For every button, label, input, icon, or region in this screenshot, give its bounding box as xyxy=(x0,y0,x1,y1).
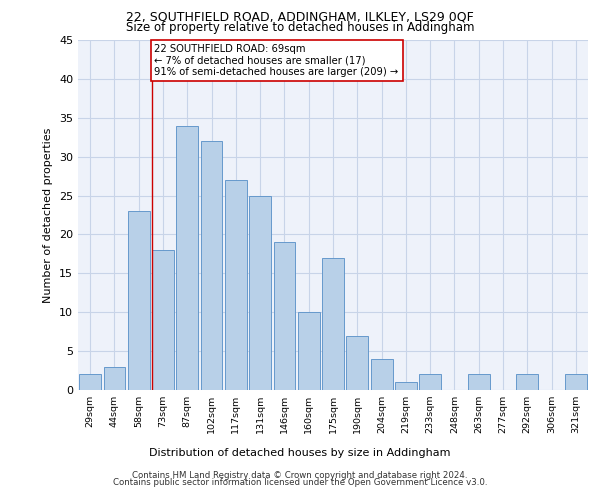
Bar xyxy=(346,336,368,390)
Bar xyxy=(419,374,441,390)
Bar xyxy=(395,382,417,390)
Bar xyxy=(225,180,247,390)
Bar xyxy=(371,359,392,390)
Bar xyxy=(152,250,174,390)
Text: Size of property relative to detached houses in Addingham: Size of property relative to detached ho… xyxy=(126,21,474,34)
Bar xyxy=(128,211,149,390)
Text: 22 SOUTHFIELD ROAD: 69sqm
← 7% of detached houses are smaller (17)
91% of semi-d: 22 SOUTHFIELD ROAD: 69sqm ← 7% of detach… xyxy=(155,44,399,77)
Bar xyxy=(322,258,344,390)
Bar xyxy=(79,374,101,390)
Bar xyxy=(517,374,538,390)
Bar xyxy=(468,374,490,390)
Bar xyxy=(200,141,223,390)
Bar xyxy=(176,126,198,390)
Text: Distribution of detached houses by size in Addingham: Distribution of detached houses by size … xyxy=(149,448,451,458)
Text: 22, SOUTHFIELD ROAD, ADDINGHAM, ILKLEY, LS29 0QF: 22, SOUTHFIELD ROAD, ADDINGHAM, ILKLEY, … xyxy=(126,11,474,24)
Bar xyxy=(104,366,125,390)
Text: Contains HM Land Registry data © Crown copyright and database right 2024.: Contains HM Land Registry data © Crown c… xyxy=(132,471,468,480)
Y-axis label: Number of detached properties: Number of detached properties xyxy=(43,128,53,302)
Bar xyxy=(565,374,587,390)
Bar xyxy=(274,242,295,390)
Bar xyxy=(298,312,320,390)
Bar xyxy=(249,196,271,390)
Text: Contains public sector information licensed under the Open Government Licence v3: Contains public sector information licen… xyxy=(113,478,487,487)
